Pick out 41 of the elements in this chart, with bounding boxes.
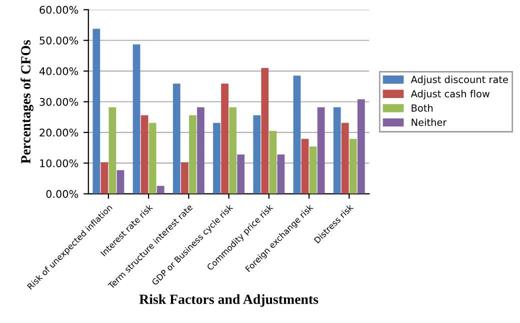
bar xyxy=(213,122,220,194)
bar xyxy=(277,154,285,194)
y-tick-label: 60.00% xyxy=(40,6,78,14)
bar xyxy=(269,130,277,194)
y-tick-label: 10.00% xyxy=(40,159,78,168)
bar xyxy=(221,84,228,194)
bar xyxy=(116,170,124,194)
bar xyxy=(132,44,140,194)
y-tick-label: 50.00% xyxy=(40,36,78,44)
bar xyxy=(301,138,309,194)
y-axis-title: Percentages of CFOs xyxy=(20,40,34,164)
bar xyxy=(349,138,357,194)
y-tick-label: 20.00% xyxy=(40,128,78,137)
bar xyxy=(92,28,100,194)
bar xyxy=(261,68,269,194)
bar xyxy=(197,107,204,194)
y-tick-label: 0.00% xyxy=(46,190,78,198)
y-tick-label: 30.00% xyxy=(40,98,78,106)
bar xyxy=(100,162,108,194)
bar xyxy=(293,76,301,194)
legend-label: Both xyxy=(412,104,433,112)
bar xyxy=(237,154,245,194)
bar xyxy=(172,84,180,194)
bar xyxy=(229,107,236,194)
legend-label: Adjust discount rate xyxy=(410,76,508,86)
bar xyxy=(253,115,261,194)
bar xyxy=(180,162,188,194)
bar xyxy=(108,107,116,194)
bar xyxy=(333,107,341,194)
legend-label: Neither xyxy=(412,118,447,126)
legend-label: Adjust cash flow xyxy=(410,90,490,100)
bar xyxy=(309,146,317,194)
bar xyxy=(140,115,148,194)
y-tick-label: 40.00% xyxy=(39,67,78,76)
bar xyxy=(317,107,325,194)
bar xyxy=(189,115,196,194)
bar xyxy=(357,99,365,194)
x-axis-title: Risk Factors and Adjustments xyxy=(139,294,318,307)
bar xyxy=(341,122,349,194)
bar xyxy=(148,122,156,194)
bar xyxy=(156,186,164,194)
